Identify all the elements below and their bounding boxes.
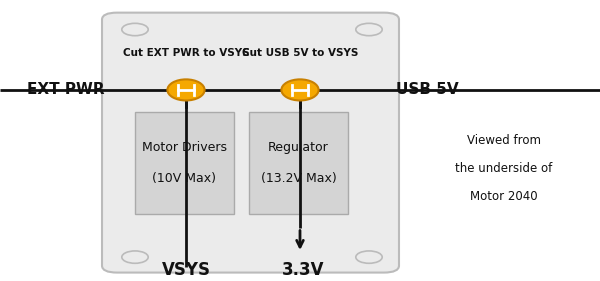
Text: Motor 2040: Motor 2040 (470, 190, 538, 203)
Circle shape (122, 251, 148, 263)
Circle shape (122, 23, 148, 36)
Ellipse shape (281, 79, 319, 100)
Text: EXT PWR: EXT PWR (28, 82, 105, 98)
Text: Regulator: Regulator (268, 141, 329, 154)
Circle shape (356, 251, 382, 263)
Text: (13.2V Max): (13.2V Max) (260, 172, 337, 185)
Text: Cut USB 5V to VSYS: Cut USB 5V to VSYS (242, 47, 358, 58)
Text: the underside of: the underside of (455, 162, 553, 175)
Text: Viewed from: Viewed from (467, 134, 541, 147)
Text: (10V Max): (10V Max) (152, 172, 217, 185)
FancyBboxPatch shape (102, 13, 399, 273)
Text: 3.3V: 3.3V (282, 261, 324, 279)
Ellipse shape (167, 79, 205, 100)
Text: Cut EXT PWR to VSYS: Cut EXT PWR to VSYS (122, 47, 250, 58)
Text: VSYS: VSYS (161, 261, 211, 279)
FancyBboxPatch shape (249, 112, 348, 214)
FancyBboxPatch shape (135, 112, 234, 214)
Text: Motor Drivers: Motor Drivers (142, 141, 227, 154)
Circle shape (356, 23, 382, 36)
Text: USB 5V: USB 5V (396, 82, 458, 98)
